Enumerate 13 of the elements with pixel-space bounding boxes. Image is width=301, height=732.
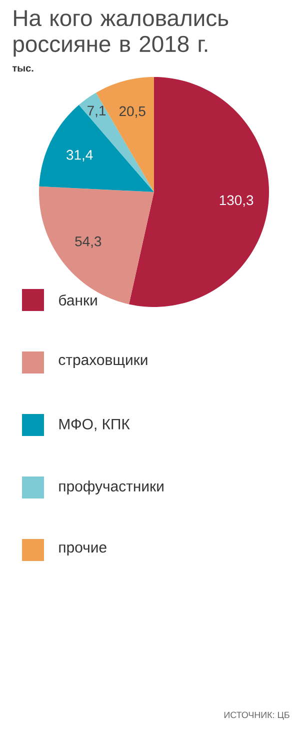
data-label: 20,5 [120, 106, 146, 118]
text: ИСТОЧНИК: ЦБ [224, 712, 290, 720]
chart-subtitle: тыс. [12, 66, 34, 72]
legend-label: МФО, КПК [59, 418, 130, 432]
data-label: 31,4 [66, 150, 93, 162]
legend-label: профучастники [59, 480, 164, 494]
chart-title: На кого жаловались россияне в 2018 г. [14, 10, 228, 57]
data-label: 130,3 [220, 195, 254, 207]
legend-label: страховщики [58, 356, 148, 368]
legend-label: банки [59, 294, 97, 306]
data-label: 7,1 [88, 106, 106, 118]
legend-label: прочие [59, 544, 106, 556]
data-label: 54,3 [75, 236, 102, 248]
